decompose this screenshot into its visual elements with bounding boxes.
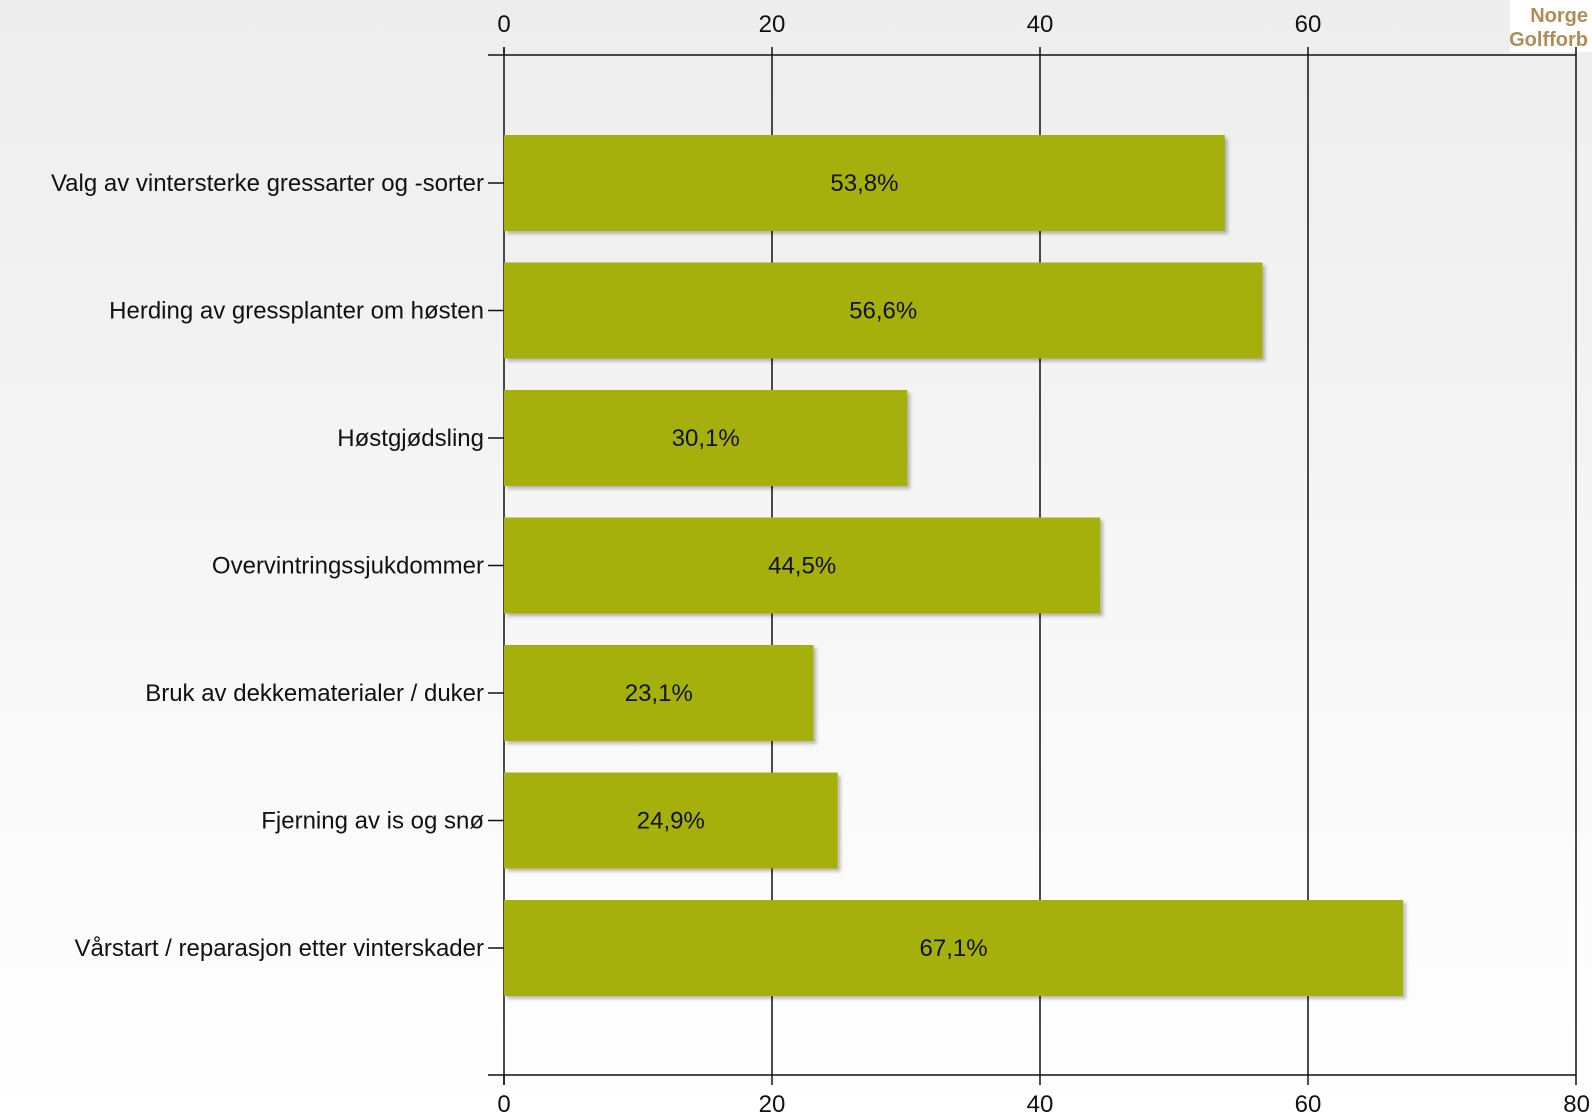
category-label: Høstgjødsling	[337, 425, 484, 452]
bar	[504, 900, 1404, 996]
bar	[504, 517, 1101, 614]
top-tick-label: 0	[497, 11, 510, 38]
logo-background	[1510, 0, 1592, 52]
top-tick-label: 40	[1027, 11, 1054, 38]
labels: 0 0 20 20 40 40 60 60 80 Valg av vintersterke gre…	[51, 11, 1590, 1118]
category-label: Overvintringssjukdommer	[212, 553, 484, 580]
logo-text-line2: Golfforb	[1509, 29, 1588, 51]
bar-value-label: 24,9%	[637, 808, 705, 835]
bar-value-label: 56,6%	[849, 298, 917, 325]
logo: Norge Golfforb	[1509, 0, 1592, 52]
bar	[504, 390, 908, 486]
bottom-tick-label: 60	[1295, 1091, 1322, 1118]
category-label: Fjerning av is og snø	[261, 808, 484, 835]
bottom-tick-label: 0	[497, 1091, 510, 1118]
top-tick-label: 20	[759, 11, 786, 38]
bar-value-label: 30,1%	[672, 425, 740, 452]
bar-value-label: 67,1%	[920, 935, 988, 962]
category-label: Bruk av dekkematerialer / duker	[145, 680, 484, 707]
bar-value-label: 53,8%	[830, 170, 898, 197]
category-label: Valg av vintersterke gressarter og -sort…	[51, 170, 484, 197]
category-label: Herding av gressplanter om høsten	[109, 298, 484, 325]
bottom-tick-label: 40	[1027, 1091, 1054, 1118]
bar	[504, 772, 838, 869]
category-label: Vårstart / reparasjon etter vinterskader	[74, 935, 484, 962]
bar-value-label: 23,1%	[625, 680, 693, 707]
bottom-tick-label: 80	[1563, 1091, 1590, 1118]
bottom-tick-label: 20	[759, 1091, 786, 1118]
bar	[504, 645, 814, 741]
bar-value-label: 44,5%	[768, 553, 836, 580]
logo-text-line1: Norge	[1530, 5, 1588, 27]
bars	[504, 135, 1404, 996]
bar	[504, 262, 1263, 359]
bar	[504, 135, 1225, 231]
top-tick-label: 60	[1295, 11, 1322, 38]
